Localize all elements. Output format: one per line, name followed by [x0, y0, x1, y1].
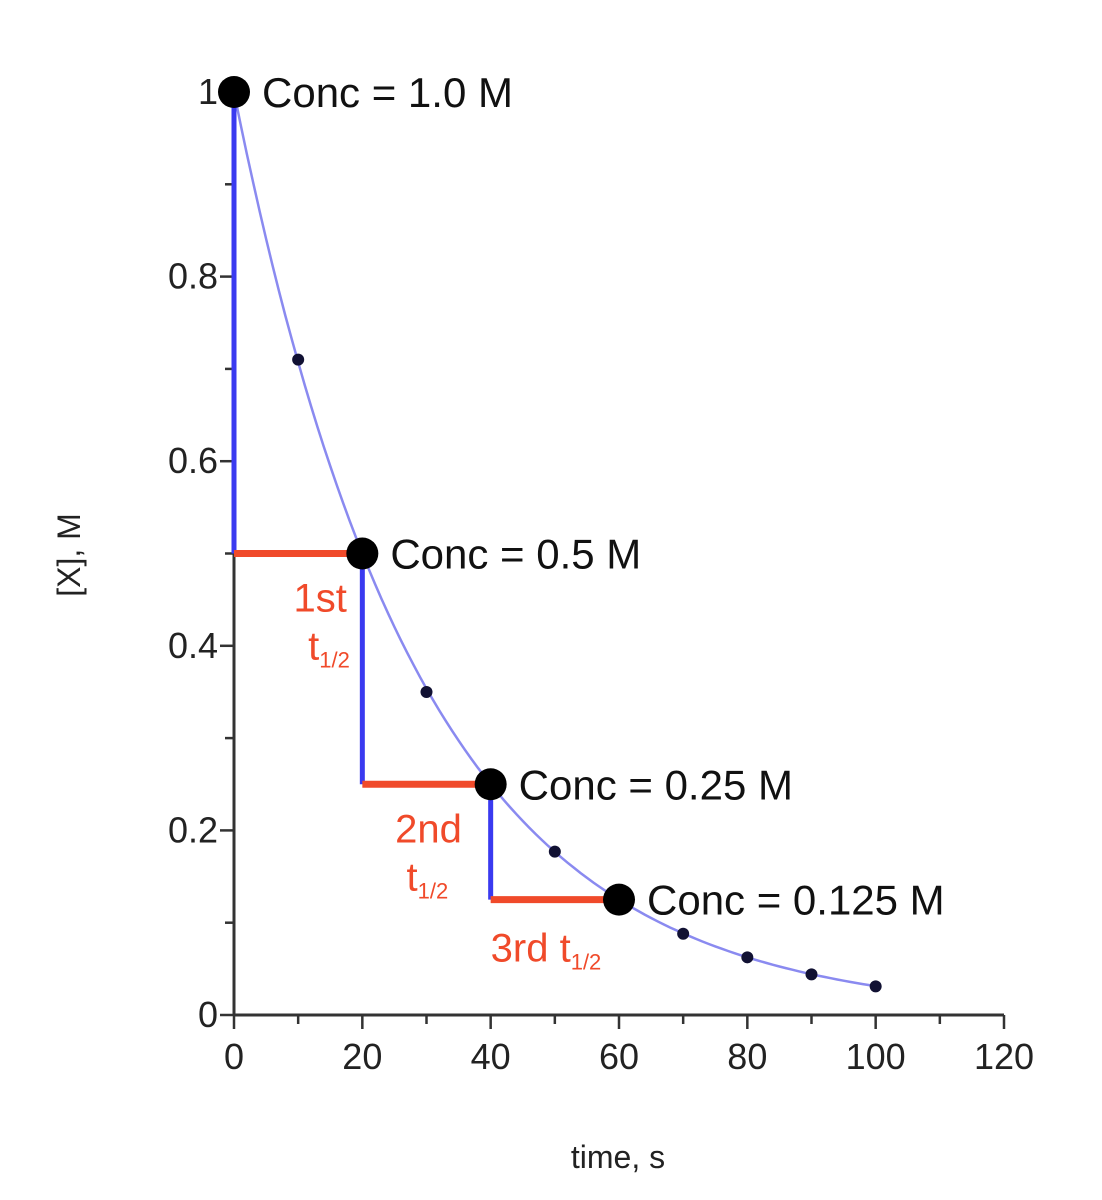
y-axis-title: [X], M — [51, 513, 87, 597]
data-points — [218, 76, 882, 993]
x-tick-label: 80 — [727, 1036, 767, 1077]
x-axis-title: time, s — [571, 1139, 665, 1175]
y-tick-label: 0.8 — [168, 256, 218, 297]
data-point — [548, 845, 561, 858]
x-tick-label: 100 — [846, 1036, 906, 1077]
data-point — [292, 353, 305, 366]
data-point — [420, 685, 433, 698]
x-tick-label: 40 — [471, 1036, 511, 1077]
half-life-label-2: 2nd — [395, 807, 462, 851]
half-life-label-3: 3rd t1/2 — [491, 927, 602, 975]
data-point — [741, 951, 754, 964]
half-life-markers — [231, 92, 619, 904]
conc-label-1: Conc = 1.0 M — [262, 69, 513, 116]
y-tick-label: 0 — [198, 994, 218, 1035]
y-tick-label: 0.4 — [168, 625, 218, 666]
conc-label-2: Conc = 0.5 M — [390, 531, 641, 578]
x-tick-label: 120 — [974, 1036, 1034, 1077]
ticks: 0 20 40 60 80 100 120 0 0.2 0.4 0.6 0.8 1 — [168, 71, 1034, 1077]
x-tick-label: 0 — [224, 1036, 244, 1077]
half-life-t-1: t1/2 — [308, 625, 350, 673]
highlight-point-2 — [346, 537, 379, 570]
x-tick-label: 60 — [599, 1036, 639, 1077]
half-life-t-2: t1/2 — [407, 855, 449, 903]
data-point — [677, 927, 690, 940]
y-tick-label: 0.2 — [168, 809, 218, 850]
data-point — [805, 968, 818, 981]
y-tick-label: 1 — [198, 71, 218, 112]
half-life-label-1: 1st — [293, 577, 346, 621]
conc-label-4: Conc = 0.125 M — [647, 877, 945, 924]
x-tick-label: 20 — [342, 1036, 382, 1077]
conc-label-3: Conc = 0.25 M — [519, 761, 793, 808]
highlight-point-4 — [603, 883, 635, 916]
highlight-point-1 — [218, 76, 250, 108]
data-point — [869, 980, 882, 993]
y-tick-label: 0.6 — [168, 440, 218, 481]
highlight-point-3 — [474, 768, 507, 801]
